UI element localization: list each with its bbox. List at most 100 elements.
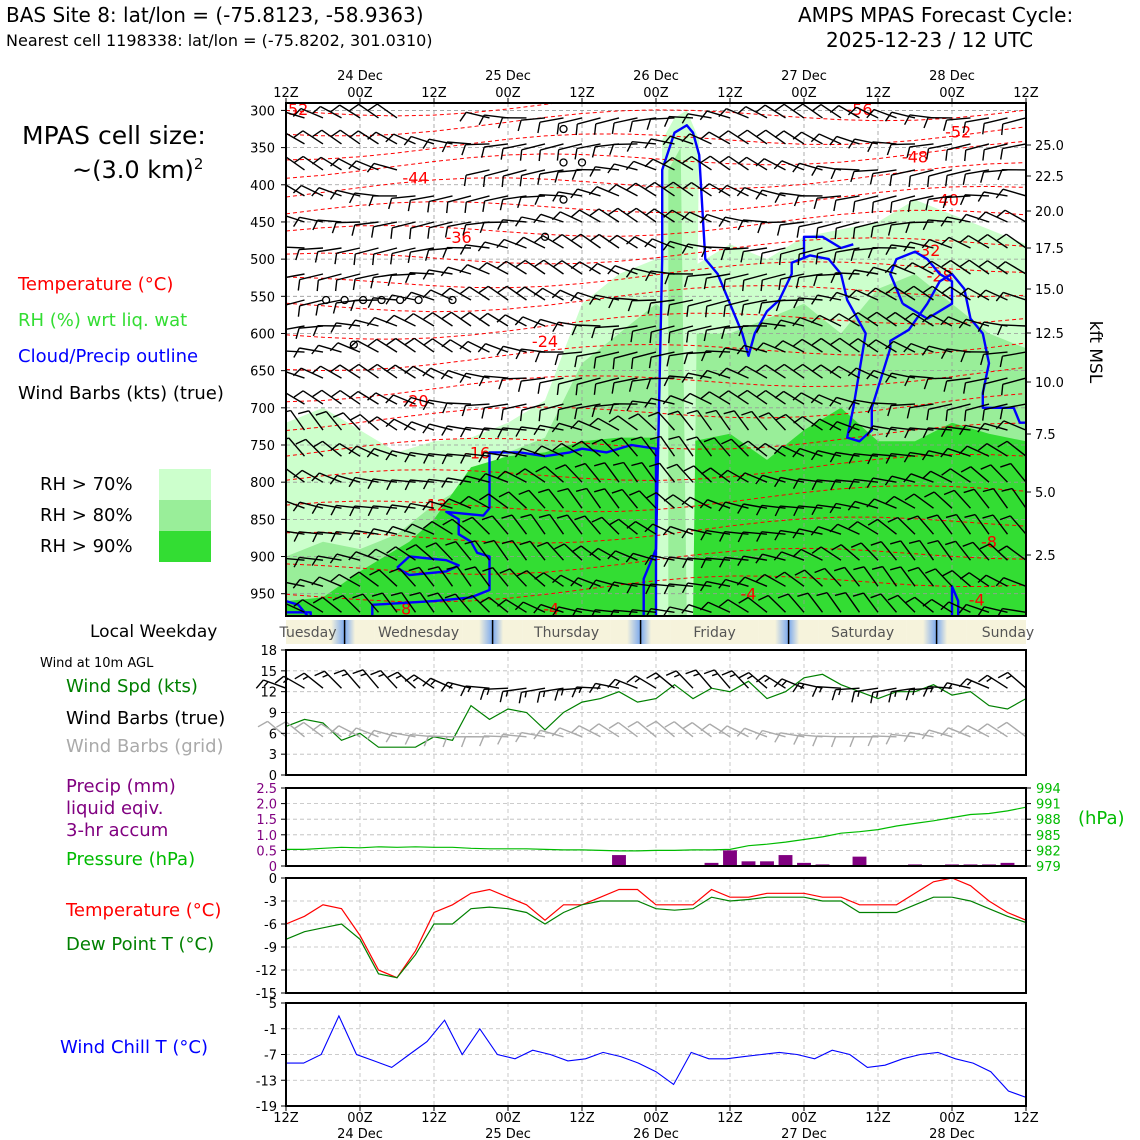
precip-panel-frame <box>285 787 1027 867</box>
wind-barb <box>385 450 416 461</box>
wind-barb <box>797 247 823 266</box>
surface-wind-barb <box>646 672 675 689</box>
wind-barb <box>795 273 823 289</box>
wind-barb <box>444 593 472 613</box>
wind-barb <box>885 244 916 256</box>
wind-barb <box>367 131 398 145</box>
weekday-label: Tuesday <box>279 625 337 641</box>
wind-barb <box>461 143 490 156</box>
surface-wind-barb <box>479 687 509 701</box>
wind-barb <box>736 344 768 355</box>
wind-barb <box>775 571 805 587</box>
wind-barb <box>571 440 601 457</box>
isotherm-label: -36 <box>446 228 472 247</box>
wind-barb <box>286 350 305 353</box>
wind-speed-line <box>285 673 1027 748</box>
isotherm <box>286 237 1026 265</box>
wind-barb <box>422 500 453 511</box>
wind-barb <box>311 105 342 119</box>
wind-barb <box>440 369 472 380</box>
wind-barb <box>496 345 527 356</box>
bottom-date-label: 25 Dec <box>485 1127 531 1140</box>
wind-barb <box>519 143 546 161</box>
wind-barb <box>479 493 509 509</box>
isotherm <box>286 312 1026 340</box>
grid-wind-barb <box>570 725 601 738</box>
wind-barb <box>866 287 897 301</box>
wind-barb <box>311 472 342 483</box>
wind-barb <box>662 240 694 251</box>
wind-barb <box>778 273 805 291</box>
grid-wind-barb <box>812 735 842 747</box>
pressure-tick-label: 650 <box>250 365 275 380</box>
wind-barb <box>556 377 583 395</box>
wind-barb <box>1000 143 1026 160</box>
wind-barb <box>515 216 546 227</box>
wind-barb <box>907 195 934 213</box>
wind-barb <box>927 169 953 188</box>
wind-barb <box>886 143 916 156</box>
surface-wind-barb <box>294 672 324 689</box>
wind-barb <box>738 596 768 613</box>
pressure-tick-label: 500 <box>250 253 275 268</box>
wind-barb <box>644 138 675 149</box>
wind-barb <box>478 451 509 463</box>
wind-barb <box>593 377 620 395</box>
bottom-hour-label: 00Z <box>791 1111 817 1126</box>
wind-barb <box>286 352 287 353</box>
wind-barb <box>517 377 546 392</box>
wind-barb <box>740 247 768 263</box>
calm-circle <box>540 232 550 241</box>
pressure-tick-label: 850 <box>250 513 275 528</box>
wind-barb <box>625 552 657 563</box>
wind-barb <box>329 553 361 564</box>
isotherm <box>286 285 1026 313</box>
wind-barb <box>718 599 749 613</box>
wind-barb <box>593 117 620 135</box>
wind-barb <box>667 299 694 316</box>
wind-barb <box>459 244 490 255</box>
wind-barb <box>311 576 342 587</box>
wind-barb <box>847 500 879 511</box>
wind-barb <box>999 403 1026 420</box>
wind-barb <box>829 396 860 407</box>
wind-barb <box>515 426 546 437</box>
wind-barb <box>388 195 416 210</box>
surface-wind-barb <box>685 669 713 689</box>
surface-wind-barb <box>997 671 1027 689</box>
wind-barb <box>552 234 583 249</box>
wind-barb <box>962 541 990 561</box>
wind-barb <box>330 504 361 516</box>
wind-barb <box>848 269 879 280</box>
wind-barb <box>404 502 435 514</box>
grid-wind-barb <box>330 725 361 738</box>
wind-barb <box>332 594 361 613</box>
wind-barb <box>755 104 786 119</box>
wind-barb <box>922 219 953 231</box>
wind-barb <box>286 611 287 613</box>
wind-barb <box>570 209 601 223</box>
wind-barb <box>481 403 509 419</box>
wind-barb <box>999 515 1026 535</box>
wind-barb <box>388 567 417 587</box>
chill-panel-tick-label: -1 <box>264 1023 277 1038</box>
wind-barb <box>297 299 324 317</box>
weekday-day <box>286 620 315 644</box>
wind-barb <box>390 221 416 239</box>
precip-bar <box>704 862 719 866</box>
wind-barb <box>829 502 860 514</box>
wind-barb <box>755 322 786 334</box>
wind-barb <box>945 169 971 187</box>
wind-barb <box>926 143 953 160</box>
wind-barb <box>830 168 860 180</box>
wind-barb <box>330 531 361 542</box>
wind-barb <box>921 345 953 356</box>
wind-barb <box>371 592 398 613</box>
pressure-tick-label: 350 <box>250 142 275 157</box>
wind-barb <box>348 529 379 541</box>
wind-barb <box>774 529 805 541</box>
isotherm <box>286 485 1026 513</box>
wind-barb <box>372 247 398 266</box>
wind-barb <box>537 488 565 509</box>
top-date-label: 24 Dec <box>337 69 383 84</box>
